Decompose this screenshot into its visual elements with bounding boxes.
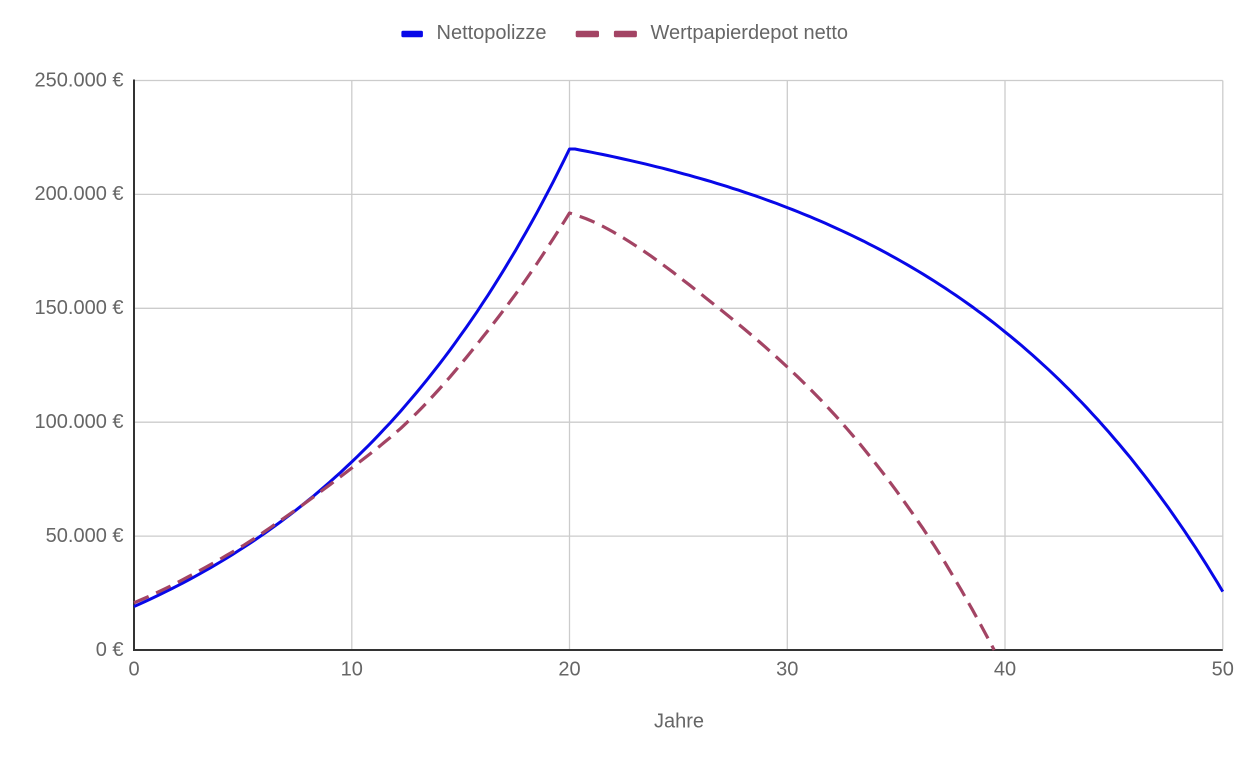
svg-text:100.000 €: 100.000 €: [35, 411, 124, 433]
svg-text:250.000 €: 250.000 €: [35, 69, 124, 91]
svg-text:Jahre: Jahre: [654, 711, 704, 733]
svg-text:Nettopolizze: Nettopolizze: [437, 22, 547, 44]
svg-text:30: 30: [776, 659, 798, 681]
svg-text:50.000 €: 50.000 €: [46, 525, 124, 547]
svg-text:20: 20: [558, 659, 580, 681]
svg-text:0: 0: [128, 659, 139, 681]
svg-text:150.000 €: 150.000 €: [35, 297, 124, 319]
svg-text:200.000 €: 200.000 €: [35, 183, 124, 205]
svg-text:40: 40: [994, 659, 1016, 681]
svg-text:50: 50: [1212, 659, 1234, 681]
svg-text:Wertpapierdepot netto: Wertpapierdepot netto: [651, 22, 849, 44]
svg-text:0 €: 0 €: [96, 639, 124, 661]
svg-text:10: 10: [341, 659, 363, 681]
